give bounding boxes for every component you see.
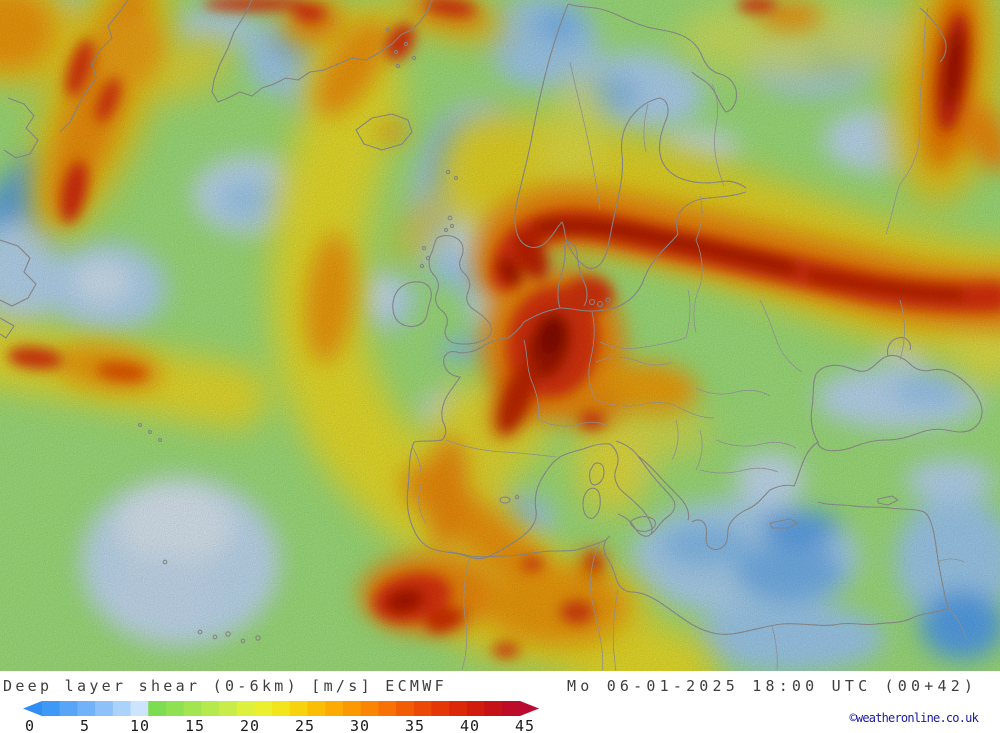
colorbar-cell [112, 701, 132, 716]
colorbar-tick-label: 20 [239, 717, 261, 733]
colorbar-tick-label: 15 [184, 717, 206, 733]
colorbar-tick-label: 5 [79, 717, 91, 733]
colorbar-tick-label: 40 [459, 717, 481, 733]
legend-title: Deep layer shear (0-6km) [m/s] ECMWF [3, 677, 447, 695]
colorbar-cell [183, 701, 202, 716]
colorbar-cell [466, 701, 486, 716]
colorbar-cell [378, 701, 397, 716]
colorbar-cell [396, 701, 415, 716]
colorbar-cell [272, 701, 291, 716]
colorbar-cell [449, 701, 468, 716]
colorbar-cell [254, 701, 273, 716]
colorbar-cell [42, 701, 61, 716]
colorbar-arrow [23, 701, 42, 716]
colorbar-cell [360, 701, 379, 716]
colorbar-cell [307, 701, 326, 716]
colorbar-cell [502, 701, 521, 716]
colorbar-cell [325, 701, 344, 716]
colorbar-tick-label: 0 [24, 717, 36, 733]
copyright-text: ©weatheronline.co.uk [849, 711, 979, 725]
legend-bar: Deep layer shear (0-6km) [m/s] ECMWF Mo … [0, 671, 1000, 733]
colorbar-cell [148, 701, 167, 716]
legend-datetime: Mo 06-01-2025 18:00 UTC (00+42) [567, 677, 978, 695]
field-texture-grain [0, 0, 1000, 671]
colorbar-cell [431, 701, 450, 716]
colorbar-cell [201, 701, 220, 716]
colorbar-tick-labels: 0 5 10 15 20 25 30 35 40 45 [0, 717, 560, 733]
colorbar-cell [342, 701, 362, 716]
colorbar-cell [219, 701, 238, 716]
colorbar-cell [95, 701, 114, 716]
colorbar-cell [236, 701, 255, 716]
colorbar-tick-label: 10 [129, 717, 151, 733]
colorbar-tick-label: 25 [294, 717, 316, 733]
colorbar-cell [484, 701, 503, 716]
colorbar-cell [77, 701, 96, 716]
colorbar-tick-label: 30 [349, 717, 371, 733]
colorbar-cell [289, 701, 309, 716]
colorbar-tick-label: 35 [404, 717, 426, 733]
colorbar-cell [413, 701, 432, 716]
colorbar-cell [130, 701, 149, 716]
colorbar-arrow [520, 701, 539, 716]
colorbar-cell [165, 701, 185, 716]
colorbar [23, 701, 539, 716]
colorbar-tick-label: 45 [514, 717, 536, 733]
colorbar-cell [59, 701, 78, 716]
